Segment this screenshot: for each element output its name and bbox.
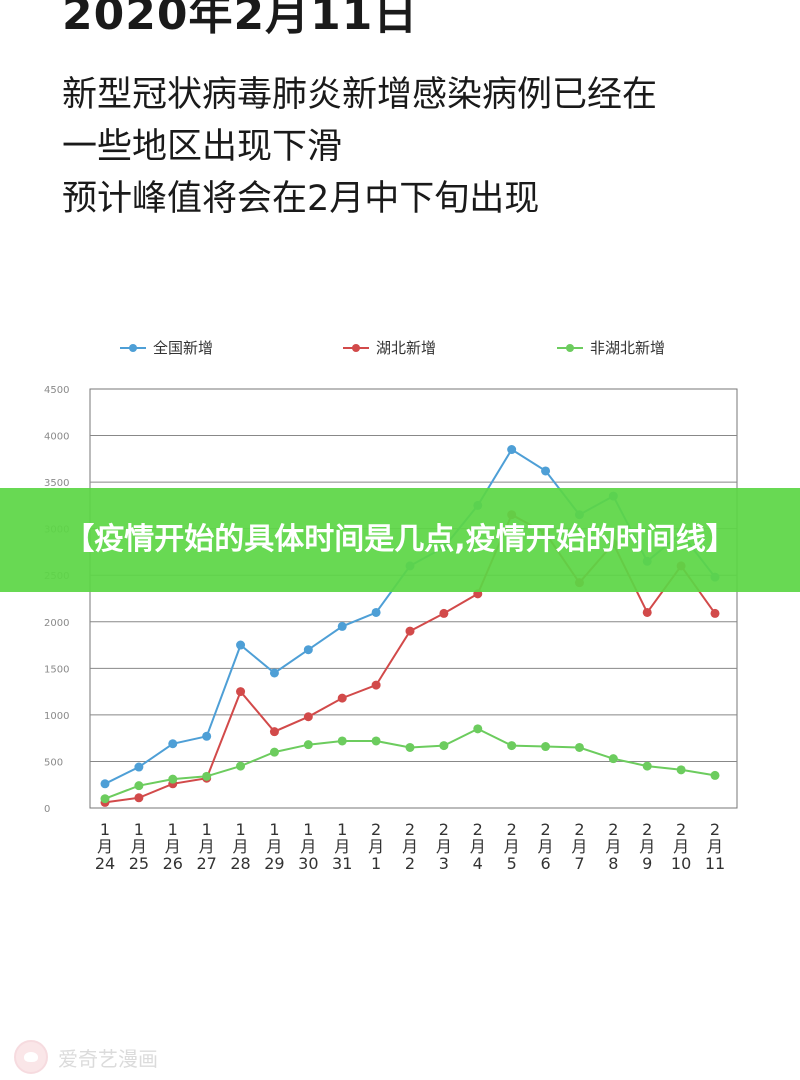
headline-line-3: 预计峰值将会在2月中下旬出现 [62,179,540,219]
x-tick-label: 2 月 11 [705,820,725,873]
data-point [236,761,246,771]
data-point [269,668,279,678]
data-point [405,626,415,636]
data-point [303,740,313,750]
data-point [168,739,178,749]
data-point [168,774,178,784]
data-point [371,607,381,617]
x-tick-label: 1 月 27 [196,820,216,873]
data-point [236,640,246,650]
data-point [710,608,720,618]
y-tick-label: 0 [44,804,50,815]
data-point [236,687,246,697]
data-point [541,466,551,476]
data-point [337,693,347,703]
legend-label: 湖北新增 [376,339,436,357]
y-tick-label: 4500 [44,385,69,396]
data-point [337,736,347,746]
banner-title[interactable]: 【疫情开始的具体时间是几点,疫情开始的时间线】 [64,522,736,557]
data-point [710,770,720,780]
legend-label: 全国新增 [153,339,213,357]
watermark-text: 爱奇艺漫画 [58,1046,158,1071]
headline-line-1: 新型冠状病毒肺炎新增感染病例已经在 [62,75,658,115]
watermark: 爱奇艺漫画 [14,1040,158,1074]
data-point [574,742,584,752]
data-point [100,794,110,804]
legend-marker [352,344,360,352]
data-point [100,779,110,789]
data-point [439,741,449,751]
data-point [303,712,313,722]
y-tick-label: 500 [44,757,63,768]
y-tick-label: 1500 [44,664,69,675]
data-point [134,762,144,772]
data-point [642,761,652,771]
data-point [337,621,347,631]
y-tick-label: 2000 [44,618,69,629]
chart-legend: 全国新增 湖北新增 非湖北新增 [120,339,665,357]
data-point [541,742,551,752]
data-point [202,731,212,741]
x-tick-label: 1 月 26 [163,820,183,873]
data-point [303,645,313,655]
data-point [371,736,381,746]
y-axis-ticks: 050010001500200025003000350040004500 [44,385,69,815]
x-tick-label: 2 月 10 [671,820,691,873]
data-point [507,741,517,751]
data-point [405,742,415,752]
y-tick-label: 1000 [44,711,69,722]
data-point [134,781,144,791]
watermark-logo-icon [14,1040,48,1074]
x-axis-ticks: 1 月 24 1 月 25 1 月 26 1 月 27 1 月 28 1 月 29 1 月 30 1 月 31 2 月 1 2 月 2 2 月… [95,820,725,873]
x-tick-label: 1 月 25 [129,820,149,873]
x-tick-label: 1 月 28 [230,820,250,873]
top-date-heading: 2020年2月11日 [62,0,419,40]
overlay-banner[interactable]: 【疫情开始的具体时间是几点,疫情开始的时间线】 [0,488,800,592]
legend-label: 非湖北新增 [590,339,665,357]
x-tick-label: 1 月 30 [298,820,318,873]
data-point [269,727,279,737]
legend-marker [129,344,137,352]
y-tick-label: 4000 [44,432,69,443]
data-point [608,754,618,764]
data-point [134,793,144,803]
data-point [269,747,279,757]
x-tick-label: 1 月 31 [332,820,352,873]
headline-line-2: 一些地区出现下滑 [62,127,343,167]
data-point [507,445,517,455]
data-point [676,765,686,775]
data-point [473,724,483,734]
x-tick-label: 1 月 29 [264,820,284,873]
data-point [439,608,449,618]
legend-marker [566,344,574,352]
data-point [202,771,212,781]
plot-frame [89,388,738,809]
y-tick-label: 3500 [44,478,69,489]
data-point [371,680,381,690]
data-point [642,607,652,617]
x-tick-label: 1 月 24 [95,820,115,873]
